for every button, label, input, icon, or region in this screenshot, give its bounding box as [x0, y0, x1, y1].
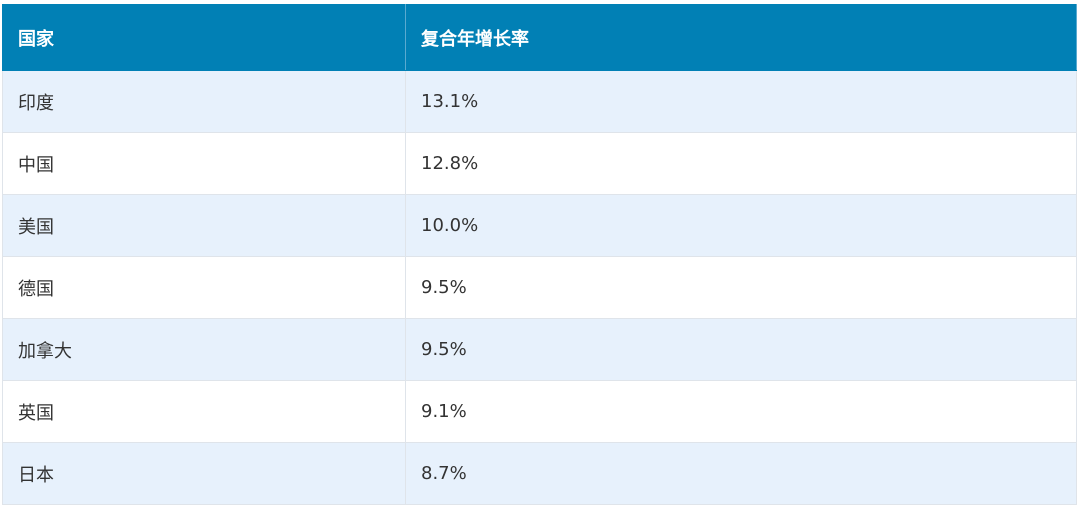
rate-cell: 10.0% [405, 194, 1077, 257]
growth-table: 国家 复合年增长率 印度 13.1% 中国 12.8% 美国 10.0% 德国 9.5% 加拿大 9… [2, 4, 1077, 505]
rate-cell: 13.1% [405, 70, 1077, 133]
table-row: 英国 9.1% [2, 380, 1077, 443]
header-cell: 国家 [2, 4, 406, 71]
table-row: 德国 9.5% [2, 256, 1077, 319]
table-row: 加拿大 9.5% [2, 318, 1077, 381]
table-row: 美国 10.0% [2, 194, 1077, 257]
country-cell: 加拿大 [2, 318, 406, 381]
table-row: 中国 12.8% [2, 132, 1077, 195]
rate-cell: 8.7% [405, 442, 1077, 505]
table-header: 国家 复合年增长率 [2, 4, 1077, 71]
country-cell: 德国 [2, 256, 406, 319]
country-cell: 英国 [2, 380, 406, 443]
rate-cell: 9.1% [405, 380, 1077, 443]
rate-cell: 9.5% [405, 256, 1077, 319]
country-cell: 中国 [2, 132, 406, 195]
header-cell: 复合年增长率 [405, 4, 1077, 71]
country-cell: 印度 [2, 70, 406, 133]
rate-cell: 12.8% [405, 132, 1077, 195]
country-cell: 美国 [2, 194, 406, 257]
rate-cell: 9.5% [405, 318, 1077, 381]
header-row: 国家 复合年增长率 [2, 4, 1077, 71]
table-body: 印度 13.1% 中国 12.8% 美国 10.0% 德国 9.5% 加拿大 9.5% 英国 9.1%… [2, 70, 1077, 505]
table-row: 日本 8.7% [2, 442, 1077, 505]
country-cell: 日本 [2, 442, 406, 505]
table-row: 印度 13.1% [2, 70, 1077, 133]
